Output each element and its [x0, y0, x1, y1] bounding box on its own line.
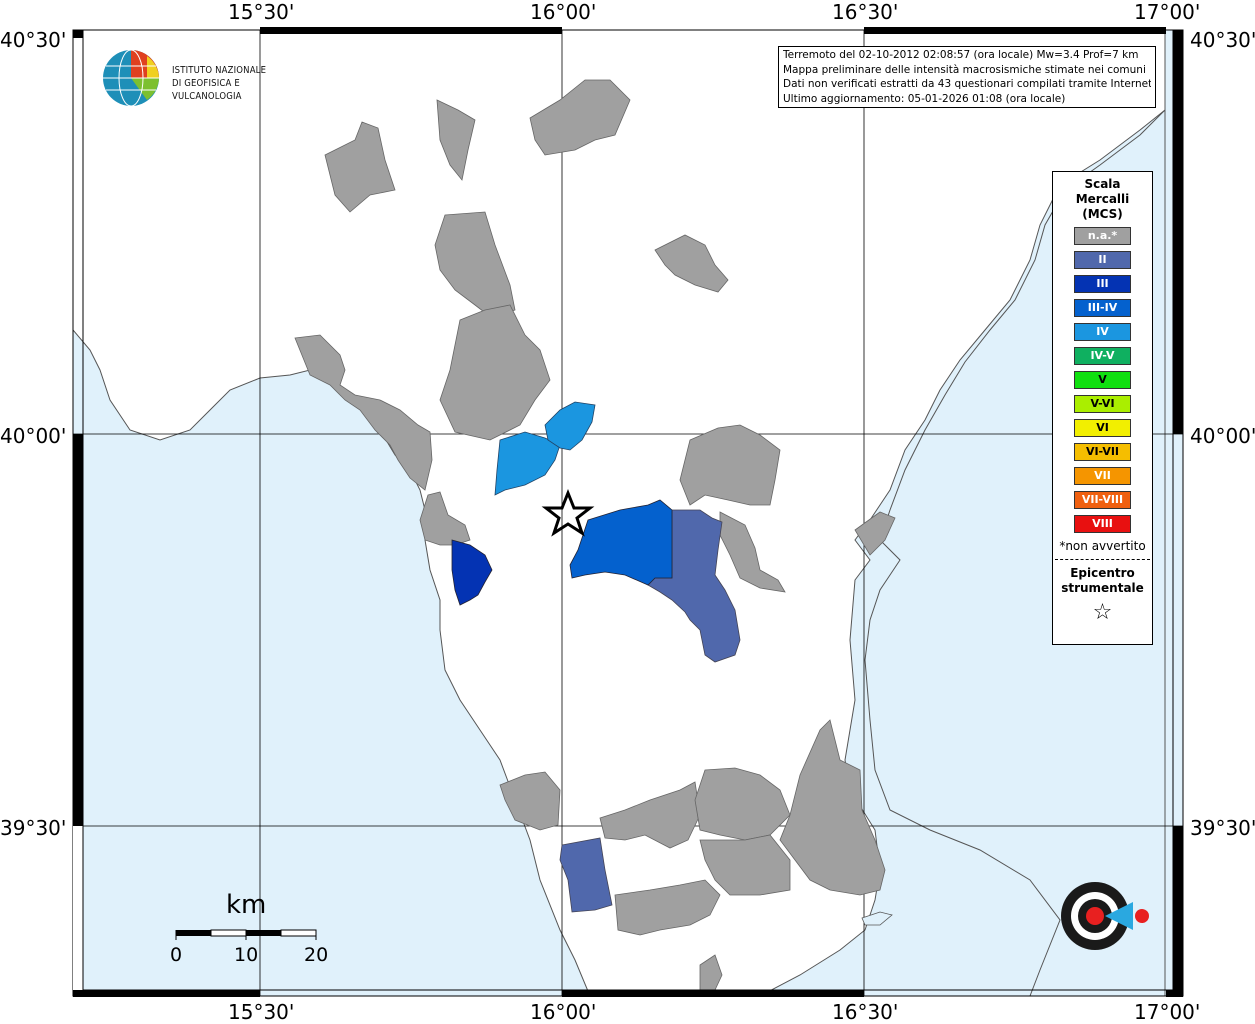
- legend-title-line: (MCS): [1082, 207, 1123, 221]
- event-info-box: Terremoto del 02-10-2012 02:08:57 (ora l…: [778, 46, 1156, 108]
- legend-item: IV: [1074, 323, 1131, 341]
- top-label-1630: 16°30': [832, 0, 899, 24]
- top-label-1600: 16°00': [530, 0, 597, 24]
- event-info-line: Ultimo aggiornamento: 05-01-2026 01:08 (…: [783, 92, 1066, 105]
- legend-item: VIII: [1074, 515, 1131, 533]
- event-info-line: Dati non verificati estratti da 43 quest…: [783, 78, 1151, 90]
- right-label-4000: 40°00': [1190, 424, 1255, 448]
- bottom-label-1630: 16°30': [832, 1000, 899, 1024]
- legend-item: VII: [1074, 467, 1131, 485]
- legend-title-line: Mercalli: [1075, 192, 1130, 206]
- ingv-logo: ISTITUTO NAZIONALE DI GEOFISICA E VULCAN…: [102, 48, 312, 108]
- bottom-label-1700: 17°00': [1134, 1000, 1201, 1024]
- legend-title: Scala Mercalli (MCS): [1053, 177, 1152, 222]
- legend-item: II: [1074, 251, 1131, 269]
- top-label-1530: 15°30': [228, 0, 295, 24]
- municipalities-na: [294, 79, 896, 991]
- globe-icon: [103, 49, 159, 107]
- legend-item: VII-VIII: [1074, 491, 1131, 509]
- scale-bar: [175, 929, 317, 940]
- top-label-1700: 17°00': [1134, 0, 1201, 24]
- legend-title-line: Scala: [1084, 177, 1121, 191]
- scale-label-10: 10: [234, 944, 259, 966]
- legend-item: VI: [1074, 419, 1131, 437]
- legend-item: III-IV: [1074, 299, 1131, 317]
- hst-logo: [1025, 856, 1160, 981]
- scale-label-20: 20: [304, 944, 329, 966]
- legend-item: V: [1074, 371, 1131, 389]
- right-label-3930: 39°30': [1190, 816, 1255, 840]
- star-icon: ☆: [1092, 600, 1113, 625]
- scale-label-0: 0: [170, 944, 183, 966]
- municipality-iii: [451, 539, 493, 606]
- municipalities-ii: [559, 509, 741, 913]
- municipalities-iv: [494, 401, 596, 496]
- legend-epicenter-label: Epicentro strumentale: [1053, 566, 1152, 596]
- event-info-line: Mappa preliminare delle intensità macros…: [783, 63, 1146, 76]
- legend-epicenter-line: strumentale: [1061, 581, 1144, 595]
- legend-item: III: [1074, 275, 1131, 293]
- municipality-iii-iv: [569, 499, 673, 586]
- epicenter-star: [541, 488, 595, 537]
- bottom-label-1530: 15°30': [228, 1000, 295, 1024]
- legend-item: n.a.*: [1074, 227, 1131, 245]
- legend-items: n.a.* II III III-IV IV IV-V V V-VI VI VI-VII VII VI…: [1053, 227, 1152, 533]
- legend-note: *non avvertito: [1059, 539, 1146, 553]
- legend-epicenter-line: Epicentro: [1070, 566, 1135, 580]
- left-label-4030: 40°30': [0, 28, 67, 52]
- ingv-name-line1: ISTITUTO NAZIONALE: [172, 65, 267, 76]
- legend-item: VI-VII: [1074, 443, 1131, 461]
- legend-item: V-VI: [1074, 395, 1131, 413]
- intensity-legend: Scala Mercalli (MCS) n.a.* II III III-IV IV I…: [1052, 171, 1153, 645]
- scale-unit: km: [226, 890, 267, 920]
- legend-item: IV-V: [1074, 347, 1131, 365]
- event-info-line: Terremoto del 02-10-2012 02:08:57 (ora l…: [783, 49, 1139, 61]
- bottom-label-1600: 16°00': [530, 1000, 597, 1024]
- left-label-3930: 39°30': [0, 816, 67, 840]
- left-label-4000: 40°00': [0, 424, 67, 448]
- right-label-4030: 40°30': [1190, 28, 1255, 52]
- ingv-name-line2: DI GEOFISICA E VULCANOLOGIA: [172, 78, 242, 102]
- target-icon: [1061, 882, 1149, 950]
- lake-shape: [861, 911, 893, 926]
- legend-separator: [1055, 559, 1150, 560]
